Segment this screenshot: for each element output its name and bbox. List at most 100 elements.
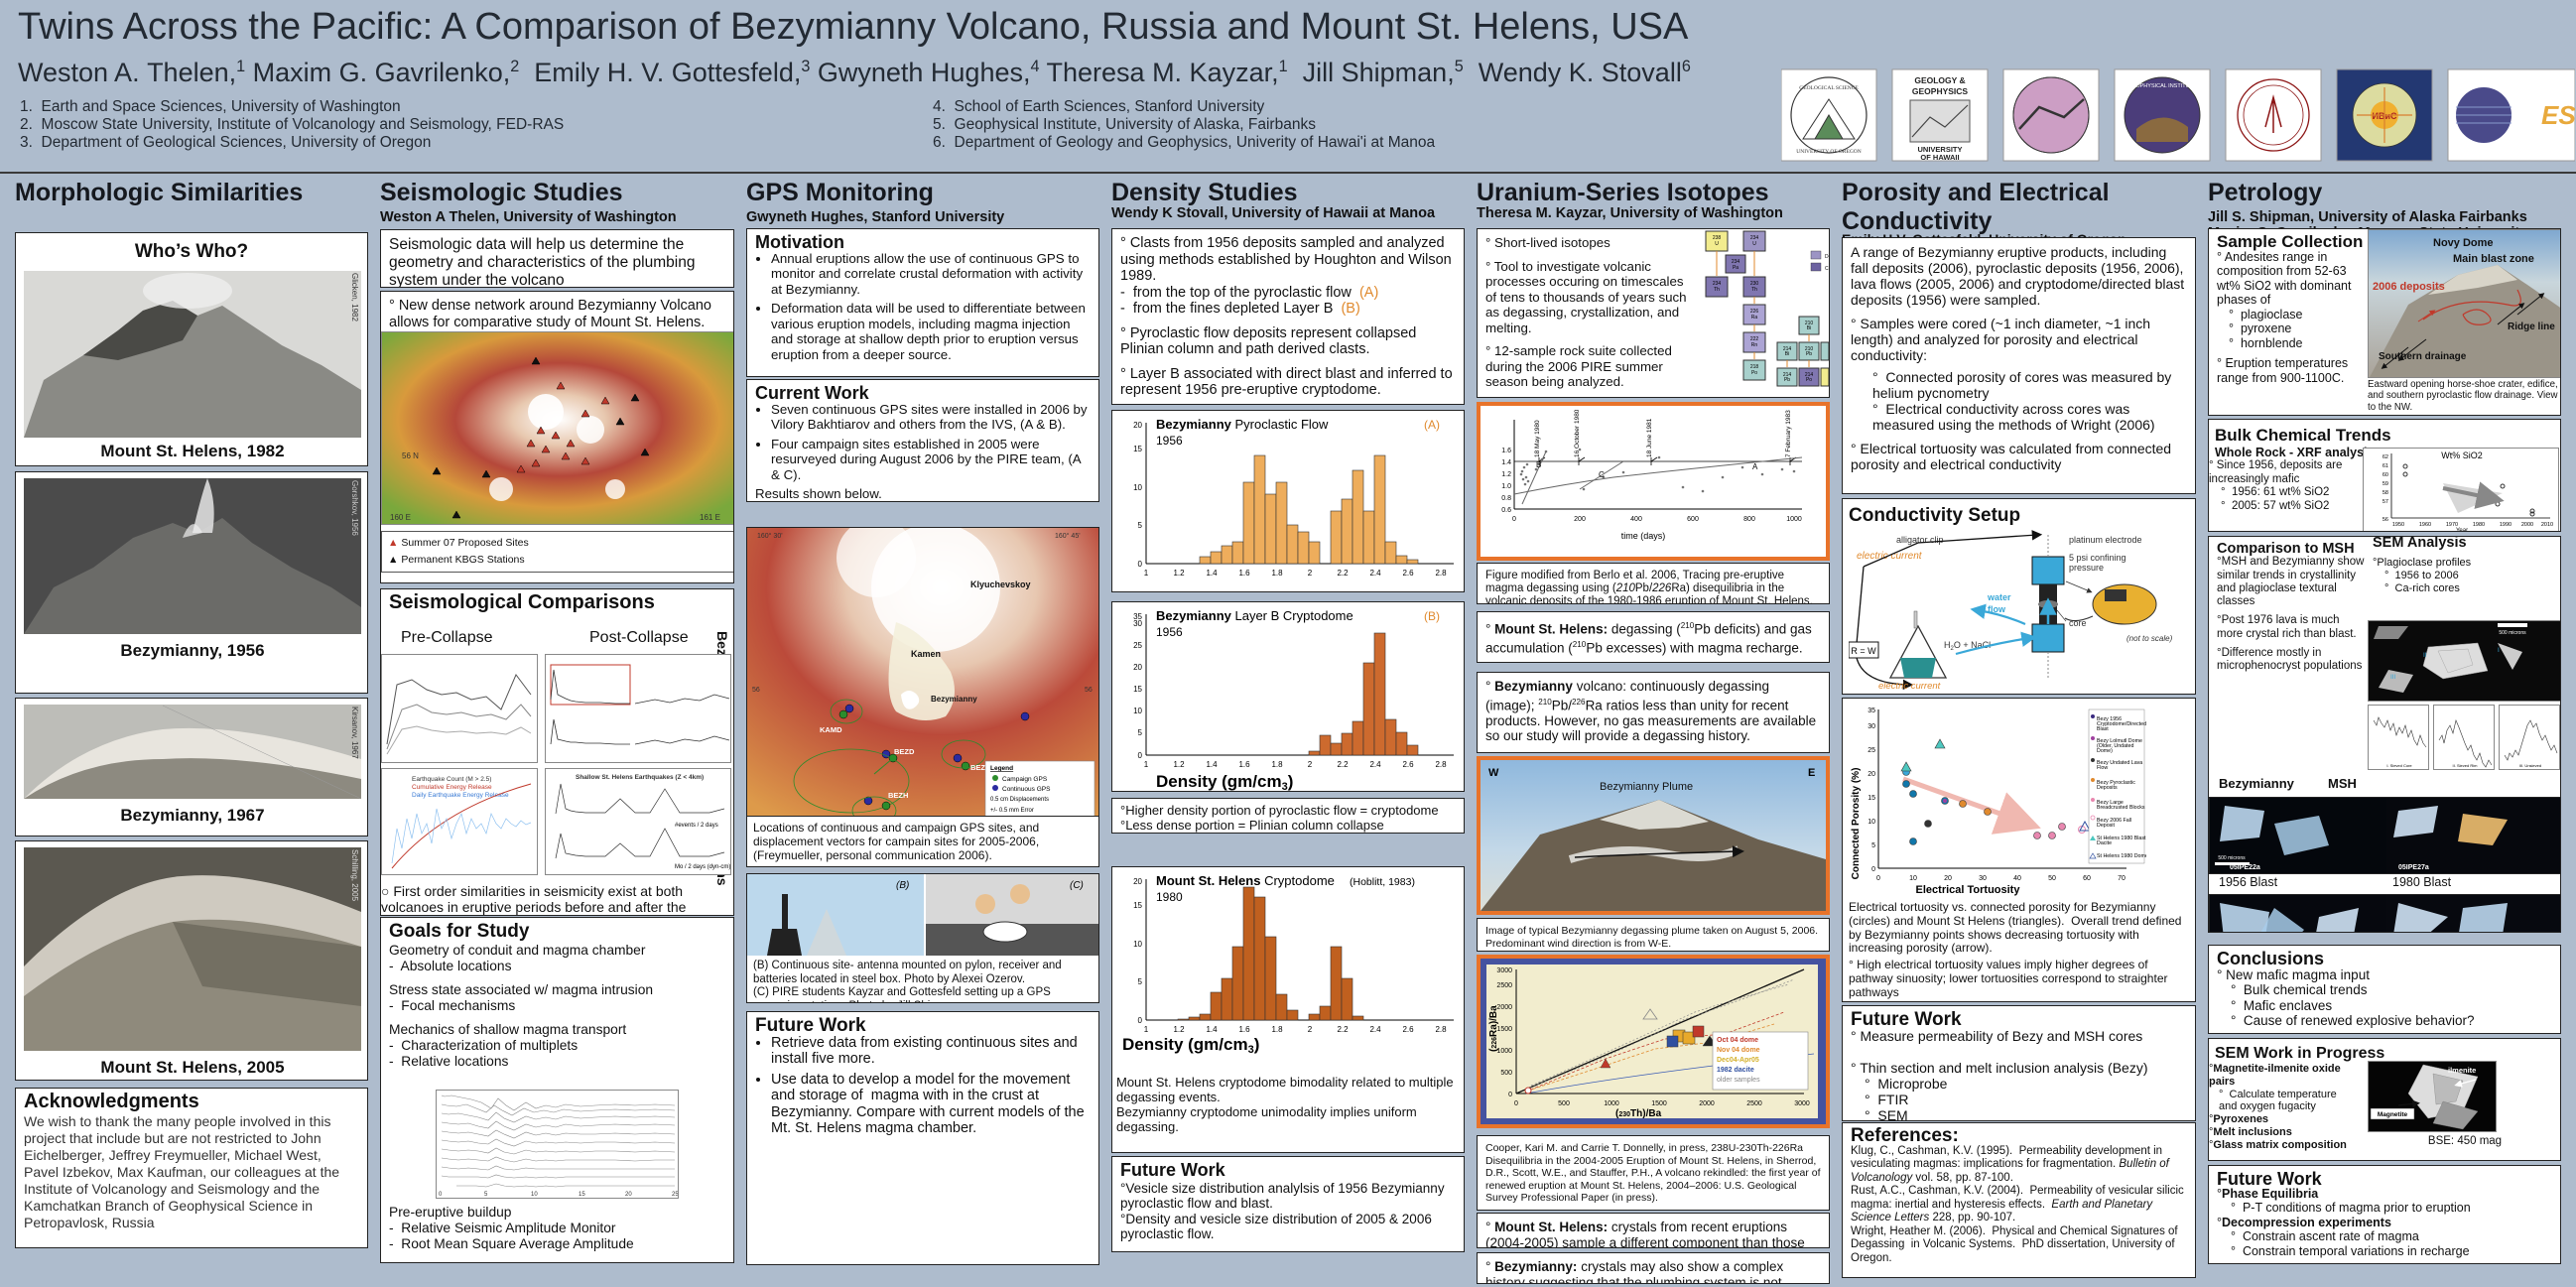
svg-text:Pb: Pb — [1806, 351, 1812, 357]
svg-text:Bezymianny: Bezymianny — [931, 695, 977, 704]
svg-text:2010: 2010 — [2541, 522, 2553, 528]
svg-text:15: 15 — [1133, 901, 1142, 910]
svg-text:U: U — [1715, 241, 1719, 247]
svg-text:60: 60 — [2083, 875, 2091, 882]
svg-text:160° 45': 160° 45' — [1055, 532, 1081, 540]
svg-text:Daily Earthquake Energy Releas: Daily Earthquake Energy Release — [412, 792, 509, 799]
svg-text:58: 58 — [2383, 490, 2388, 496]
svg-text:10: 10 — [1133, 483, 1142, 492]
svg-text:160° 30': 160° 30' — [757, 532, 783, 540]
svg-text:1.2: 1.2 — [1501, 471, 1511, 478]
svg-text:1000: 1000 — [1786, 516, 1802, 523]
svg-text:5: 5 — [1138, 728, 1143, 737]
svg-text:2.4: 2.4 — [1369, 1025, 1381, 1034]
svg-text:2000: 2000 — [1699, 1100, 1715, 1107]
svg-text:800: 800 — [1743, 516, 1755, 523]
svg-text:500: 500 — [1500, 1070, 1512, 1077]
svg-text:18 June 1981: 18 June 1981 — [1646, 418, 1653, 457]
svg-text:0: 0 — [1138, 560, 1143, 569]
svg-text:200: 200 — [1574, 516, 1586, 523]
svg-text:5: 5 — [1138, 521, 1143, 530]
svg-text:56: 56 — [1085, 687, 1093, 694]
svg-text:56: 56 — [752, 687, 760, 694]
svg-text:Ra: Ra — [1751, 315, 1758, 321]
svg-text:Deposits: Deposits — [2097, 785, 2118, 791]
svg-text:1.6: 1.6 — [1238, 569, 1250, 578]
svg-text:1000: 1000 — [1604, 1100, 1619, 1107]
svg-text:15: 15 — [579, 1192, 585, 1198]
svg-text:Earthquake Count (M > 2.5): Earthquake Count (M > 2.5) — [412, 776, 491, 783]
svg-text:2.6: 2.6 — [1402, 569, 1414, 578]
svg-text:GEOPHYSICS: GEOPHYSICS — [1912, 86, 1969, 96]
svg-text:electric current: electric current — [1857, 551, 1923, 562]
svg-text:40: 40 — [2013, 875, 2021, 882]
svg-text:2006 deposits: 2006 deposits — [2373, 281, 2445, 293]
svg-text:500 microns: 500 microns — [2499, 630, 2526, 636]
svg-text:70: 70 — [2118, 875, 2125, 882]
svg-text:15: 15 — [1868, 795, 1875, 802]
svg-text:0: 0 — [1876, 875, 1880, 882]
svg-text:A: A — [1752, 462, 1758, 471]
svg-text:1.8: 1.8 — [1271, 760, 1283, 769]
svg-text:50: 50 — [2048, 875, 2056, 882]
svg-text:Campaign GPS: Campaign GPS — [1002, 776, 1048, 783]
svg-text:(B): (B) — [896, 880, 909, 891]
svg-text:15: 15 — [1133, 685, 1142, 694]
svg-text:57: 57 — [2383, 499, 2388, 505]
svg-text:Degassing: Degassing — [1825, 254, 1830, 260]
svg-text:1.6: 1.6 — [1238, 760, 1250, 769]
svg-text:KAMD: KAMD — [820, 725, 842, 734]
svg-text:61: 61 — [2383, 463, 2388, 469]
svg-text:2.4: 2.4 — [1369, 760, 1381, 769]
svg-text:3000: 3000 — [1496, 967, 1512, 974]
svg-text:05IPE27a: 05IPE27a — [2398, 864, 2429, 871]
svg-text:2.4: 2.4 — [1369, 569, 1381, 578]
svg-text:3000: 3000 — [1794, 1100, 1810, 1107]
svg-text:2.2: 2.2 — [1337, 569, 1349, 578]
svg-text:2: 2 — [1308, 1025, 1313, 1034]
svg-text:2000: 2000 — [2521, 522, 2533, 528]
svg-text:25: 25 — [672, 1192, 679, 1198]
svg-text:Crystalization: Crystalization — [1825, 266, 1830, 272]
svg-text:Rn: Rn — [1751, 342, 1758, 348]
svg-text:56 N: 56 N — [402, 451, 419, 460]
svg-text:25: 25 — [1868, 747, 1875, 754]
svg-text:15: 15 — [1133, 445, 1142, 453]
svg-text:Oct 04 dome: Oct 04 dome — [1717, 1037, 1758, 1044]
svg-text:I. Sieved Core: I. Sieved Core — [2386, 763, 2412, 768]
svg-text:Density (gm/cm3): Density (gm/cm3) — [1156, 772, 1293, 792]
svg-text:C: C — [1599, 470, 1605, 479]
svg-text:(B): (B) — [1424, 609, 1440, 623]
svg-text:Density (gm/cm3): Density (gm/cm3) — [1122, 1035, 1259, 1056]
svg-text:500 microns: 500 microns — [2218, 855, 2246, 861]
svg-text:Pa: Pa — [1733, 265, 1739, 271]
svg-text:Ridge line: Ridge line — [2508, 322, 2555, 332]
svg-text:1.4: 1.4 — [1206, 569, 1218, 578]
svg-text:1: 1 — [1144, 760, 1149, 769]
svg-text:600: 600 — [1687, 516, 1699, 523]
svg-text:1.8: 1.8 — [1271, 569, 1283, 578]
svg-text:W: W — [1488, 767, 1499, 779]
svg-text:2.2: 2.2 — [1337, 760, 1349, 769]
svg-text:2500: 2500 — [1746, 1100, 1762, 1107]
svg-text:05IPE22a: 05IPE22a — [2230, 864, 2260, 871]
svg-text:20: 20 — [1868, 771, 1875, 778]
svg-text:1.4: 1.4 — [1206, 760, 1218, 769]
svg-text:500: 500 — [1558, 1100, 1570, 1107]
svg-text:platinum electrode: platinum electrode — [2069, 535, 2142, 545]
svg-text:Nov 04 dome: Nov 04 dome — [1717, 1047, 1760, 1054]
svg-text:0.8: 0.8 — [1501, 495, 1511, 502]
svg-text:time (days): time (days) — [1621, 531, 1666, 541]
svg-text:BEZD: BEZD — [894, 747, 915, 756]
svg-text:2.6: 2.6 — [1402, 1025, 1414, 1034]
svg-text:0: 0 — [1138, 1016, 1143, 1025]
svg-text:III: III — [2390, 674, 2396, 681]
svg-text:BEZH: BEZH — [888, 791, 908, 800]
svg-text:2: 2 — [1308, 760, 1313, 769]
svg-text:1980: 1980 — [2473, 522, 2485, 528]
svg-text:5: 5 — [1871, 842, 1875, 849]
svg-text:0.5 cm Displacements: 0.5 cm Displacements — [990, 797, 1049, 803]
svg-text:Electrical Tortuosity: Electrical Tortuosity — [1916, 884, 2021, 896]
svg-text:Magnetite: Magnetite — [2378, 1111, 2408, 1118]
svg-text:Mount St. Helens Cryptodome: Mount St. Helens Cryptodome — [1156, 873, 1335, 888]
